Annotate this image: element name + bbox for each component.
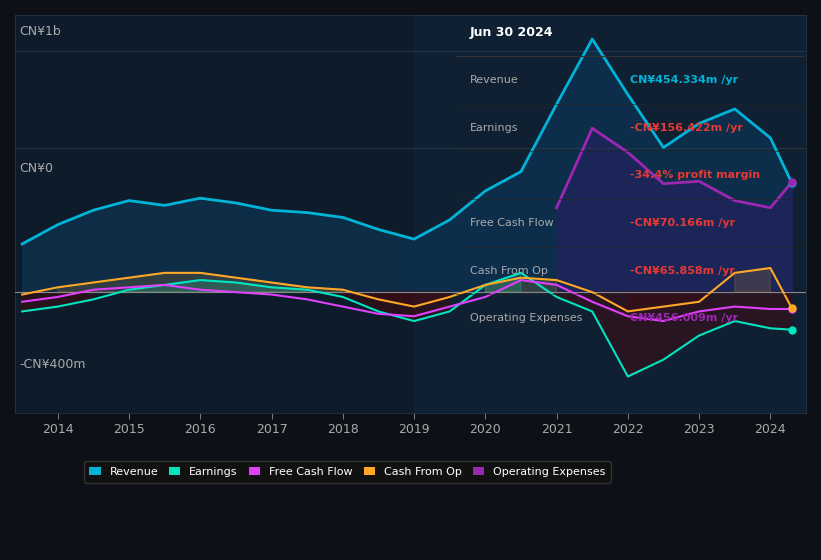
Text: Operating Expenses: Operating Expenses (470, 314, 582, 323)
Text: -CN¥70.166m /yr: -CN¥70.166m /yr (631, 218, 736, 228)
Text: CN¥456.009m /yr: CN¥456.009m /yr (631, 314, 738, 323)
Text: Cash From Op: Cash From Op (470, 265, 548, 276)
Text: Earnings: Earnings (470, 123, 518, 133)
Text: Free Cash Flow: Free Cash Flow (470, 218, 553, 228)
Text: -CN¥400m: -CN¥400m (19, 358, 85, 371)
Text: CN¥1b: CN¥1b (19, 25, 61, 38)
Text: Revenue: Revenue (470, 75, 518, 85)
Text: -CN¥156.422m /yr: -CN¥156.422m /yr (631, 123, 743, 133)
Text: Jun 30 2024: Jun 30 2024 (470, 26, 553, 39)
Text: -CN¥65.858m /yr: -CN¥65.858m /yr (631, 265, 735, 276)
Text: -34.4% profit margin: -34.4% profit margin (631, 170, 760, 180)
Text: CN¥454.334m /yr: CN¥454.334m /yr (631, 75, 738, 85)
Bar (414, 15, 810, 413)
Text: CN¥0: CN¥0 (19, 162, 53, 175)
Legend: Revenue, Earnings, Free Cash Flow, Cash From Op, Operating Expenses: Revenue, Earnings, Free Cash Flow, Cash … (84, 461, 611, 483)
